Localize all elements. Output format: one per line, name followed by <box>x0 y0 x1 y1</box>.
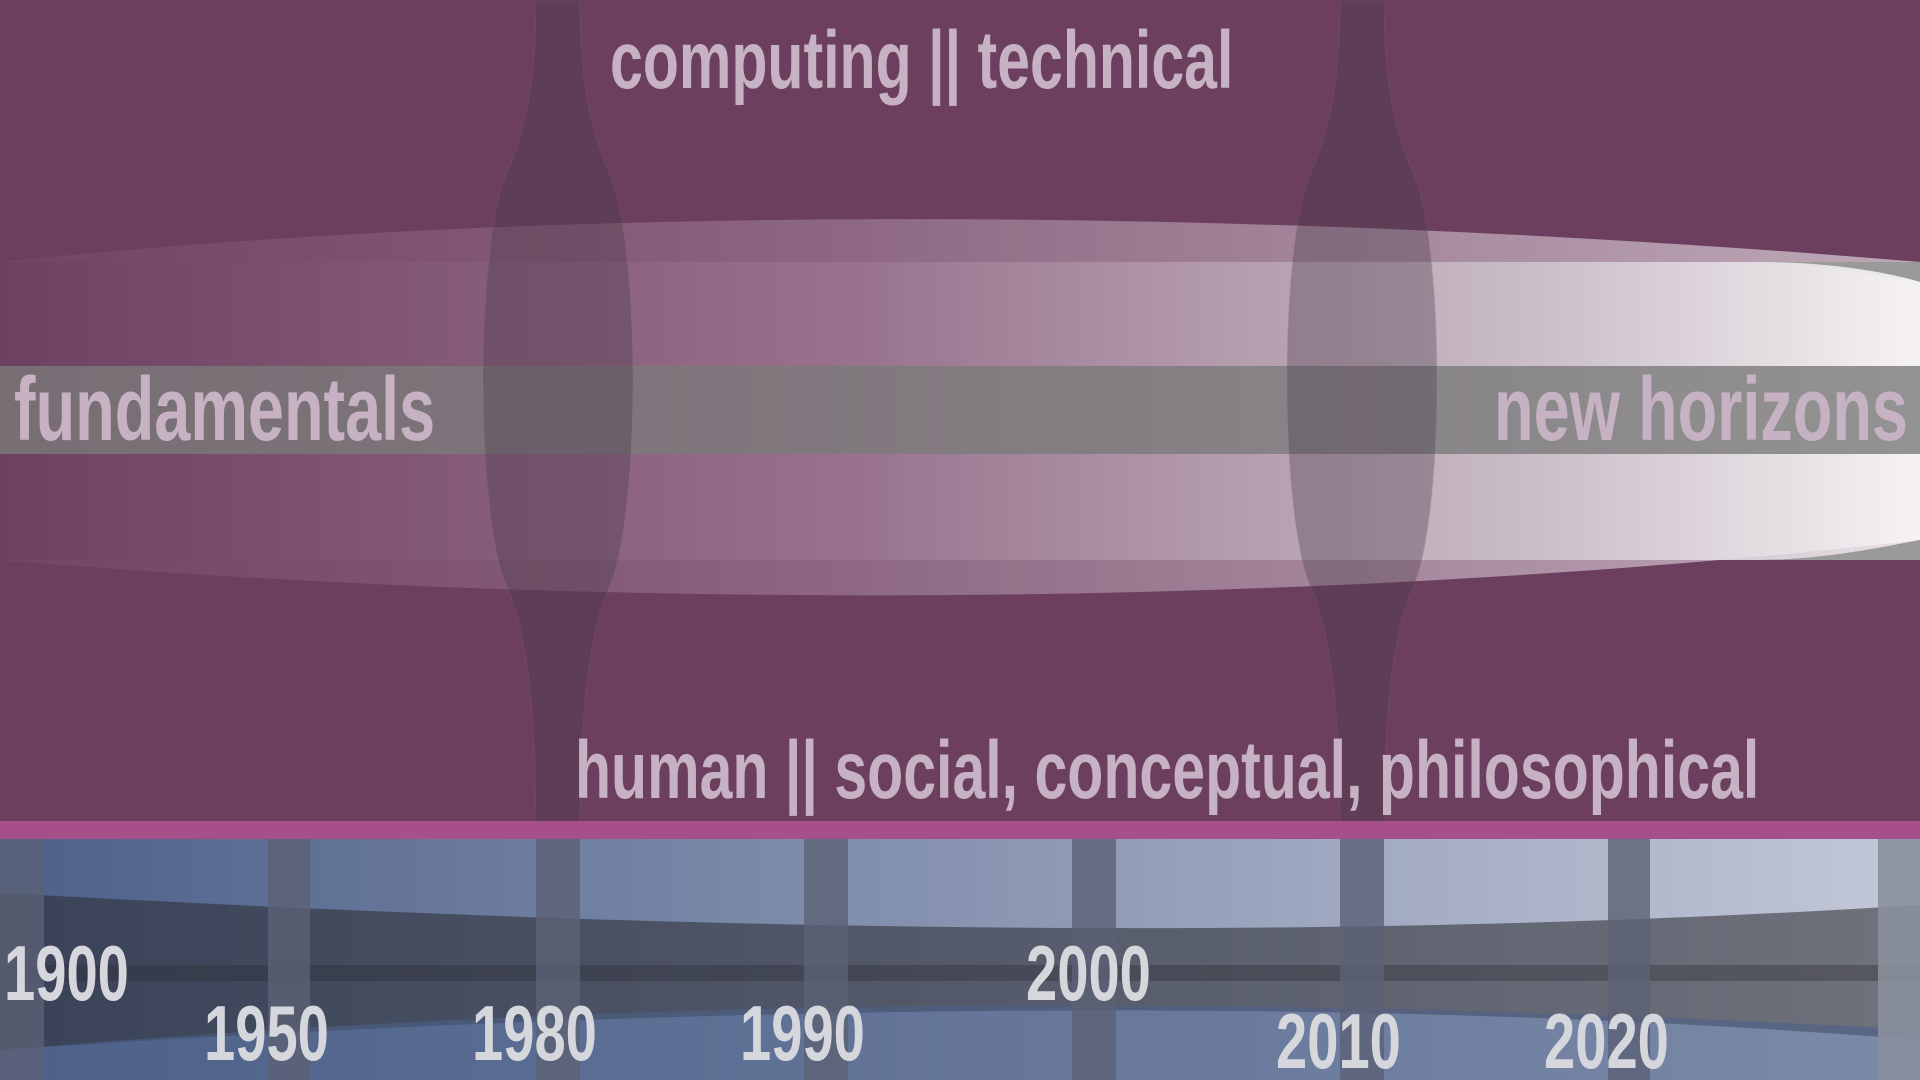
year-bar <box>536 839 580 1080</box>
year-bar <box>1878 839 1920 1080</box>
year-bar <box>1340 839 1384 1080</box>
year-bars <box>0 839 1920 1080</box>
year-label: 2000 <box>1026 930 1151 1017</box>
year-label: 2020 <box>1544 998 1669 1080</box>
strip <box>0 821 1920 839</box>
year-label: 2010 <box>1276 998 1401 1080</box>
inner-band-bottom-edge <box>1760 540 1920 560</box>
timeline-lower-band <box>0 1005 1920 1080</box>
label-bottom: human || social, conceptual, philosophic… <box>575 725 1759 817</box>
timeline-center-line <box>0 965 1920 981</box>
year-label: 1980 <box>472 990 597 1077</box>
year-label: 1990 <box>740 990 865 1077</box>
year-bar <box>0 839 44 1080</box>
year-bar <box>268 839 310 1080</box>
label-top: computing || technical <box>610 15 1233 107</box>
year-bar <box>1072 839 1116 1080</box>
year-bar <box>804 839 848 1080</box>
year-bar <box>1608 839 1650 1080</box>
label-left: fundamentals <box>14 359 435 460</box>
center-bar <box>0 366 1920 454</box>
year-label: 1900 <box>4 930 129 1017</box>
year-label: 1950 <box>204 990 329 1077</box>
label-right: new horizons <box>1494 359 1908 460</box>
